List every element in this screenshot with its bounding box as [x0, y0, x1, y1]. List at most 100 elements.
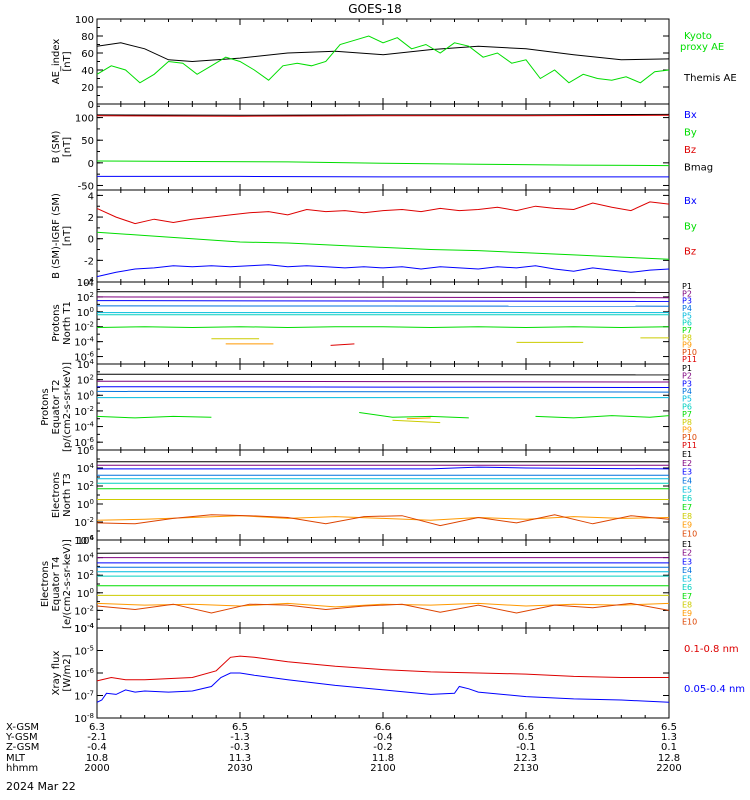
- y-tick-label: 100: [75, 114, 94, 125]
- legend-p4: P4: [682, 304, 692, 313]
- y-tick-label-exp: 4: [90, 276, 95, 284]
- y-tick-label-exp: -8: [87, 712, 94, 720]
- footer-ephemeris: X-GSMY-GSMZ-GSMMLThhmm6.3-2.1-0.410.8200…: [5, 722, 682, 774]
- y-tick-label: 10-2: [74, 405, 94, 418]
- legend-p1: P1: [682, 282, 692, 291]
- footer-cell: -1.3: [230, 732, 250, 743]
- legend-p9: P9: [682, 425, 692, 434]
- y-axis-label: Electrons: [51, 472, 62, 518]
- series-kyoto-proxy-ae: [96, 35, 670, 84]
- legend-p3: P3: [682, 379, 692, 388]
- series-e10: [96, 602, 670, 614]
- legend-xray-long: 0.1-0.8 nm: [684, 644, 739, 655]
- footer-cell: 2100: [370, 763, 395, 774]
- y-tick-label: 10-4: [74, 622, 94, 635]
- legend-p9: P9: [682, 341, 692, 350]
- footer-cell: -0.4: [87, 742, 107, 753]
- y-axis-label: Protons: [51, 304, 62, 341]
- y-tick-label-exp: -6: [87, 351, 95, 359]
- series-p1: [96, 373, 670, 376]
- series-e3: [97, 466, 670, 470]
- y-tick-label: 102: [77, 569, 94, 582]
- series-bx: [97, 175, 669, 178]
- y-axis-label: AE_index: [51, 39, 62, 85]
- y-tick-label-base: 10: [77, 464, 90, 475]
- y-axis-label: [nT]: [62, 137, 73, 157]
- footer-row-label: hhmm: [6, 763, 38, 774]
- footer-cell: 12.8: [658, 753, 680, 764]
- y-axis-label: B (SM): [51, 130, 62, 163]
- y-tick-label: 20: [81, 83, 94, 94]
- legend-e10: E10: [682, 618, 697, 627]
- legend-bx: Bx: [684, 110, 697, 121]
- y-tick-label: 100: [77, 306, 94, 319]
- y-tick-label-base: 10: [77, 589, 90, 600]
- y-tick-label: 100: [75, 15, 94, 26]
- footer-cell: 1.3: [661, 732, 677, 743]
- y-tick-label: -4: [84, 278, 94, 289]
- y-tick-label-exp: 2: [90, 374, 94, 382]
- panel-frame: [96, 18, 670, 105]
- series-bx: [96, 264, 670, 278]
- legend-p7: P7: [682, 410, 692, 419]
- footer-row-label: X-GSM: [6, 722, 39, 733]
- legend-p6: P6: [682, 402, 692, 411]
- y-tick-label-base: 10: [77, 391, 90, 402]
- legend-xray-short: 0.05-0.4 nm: [684, 684, 745, 695]
- series-bz: [96, 201, 670, 225]
- y-tick-label: -2: [84, 256, 94, 267]
- y-axis-label: [e/(cm2-s-sr-keV)]: [62, 539, 73, 629]
- y-tick-label-base: 10: [74, 438, 87, 449]
- legend-themis-ae: Themis AE: [683, 73, 737, 84]
- y-axis-label: Xray flux: [51, 651, 62, 696]
- y-tick-label: 10-7: [74, 690, 94, 703]
- y-tick-label-exp: 0: [90, 306, 94, 314]
- y-tick-label-exp: -2: [87, 604, 94, 612]
- y-tick-label-base: 10: [74, 606, 87, 617]
- footer-cell: 6.6: [375, 722, 391, 733]
- legend-e8: E8: [682, 600, 692, 609]
- panel-2: 100 50 0 -50 B (SM) [nT] Bx By Bz Bmag: [51, 103, 713, 192]
- series-e9: [96, 602, 670, 608]
- y-tick-label: 40: [81, 66, 94, 77]
- y-tick-label-base: 10: [77, 278, 90, 289]
- legend-p11: P11: [682, 355, 697, 364]
- y-tick-label: 10-4: [74, 336, 94, 349]
- footer-cell: 0.5: [518, 732, 534, 743]
- y-tick-label-exp: -4: [87, 421, 95, 429]
- legend-e2: E2: [682, 549, 692, 558]
- panel-frame: [96, 281, 670, 365]
- series-p2: [96, 380, 670, 383]
- y-tick-label-base: 10: [77, 571, 90, 582]
- footer-cell: 6.5: [232, 722, 248, 733]
- series-p11: [330, 343, 355, 346]
- y-tick-label-exp: 4: [90, 462, 95, 470]
- y-axis-label: [W/m2]: [62, 654, 73, 691]
- y-tick-label-exp: 4: [90, 358, 95, 366]
- panel-frame: [96, 449, 670, 541]
- y-tick-label-exp: -7: [87, 690, 94, 698]
- footer-cell: 6.3: [89, 722, 105, 733]
- footer-cell: 11.8: [372, 753, 394, 764]
- legend-e5: E5: [682, 575, 692, 584]
- legend-by: By: [684, 128, 697, 139]
- legend-e2: E2: [682, 459, 692, 468]
- y-tick-label-exp: -2: [87, 405, 94, 413]
- y-tick-label: 106: [77, 444, 95, 457]
- legend-bz: Bz: [684, 247, 696, 258]
- legend-p1: P1: [682, 364, 692, 373]
- legend-p3: P3: [682, 297, 692, 306]
- y-tick-label: 0: [88, 235, 94, 246]
- y-tick-label-base: 10: [74, 338, 87, 349]
- legend-p5: P5: [682, 311, 692, 320]
- y-axis-label: North T3: [62, 473, 73, 517]
- series-p7: [96, 326, 670, 329]
- y-tick-label: 10-6: [74, 351, 94, 364]
- legend-kyoto-proxy-ae-line2: proxy AE: [680, 42, 724, 53]
- y-tick-label-exp: -4: [87, 622, 95, 630]
- legend-e1: E1: [682, 540, 692, 549]
